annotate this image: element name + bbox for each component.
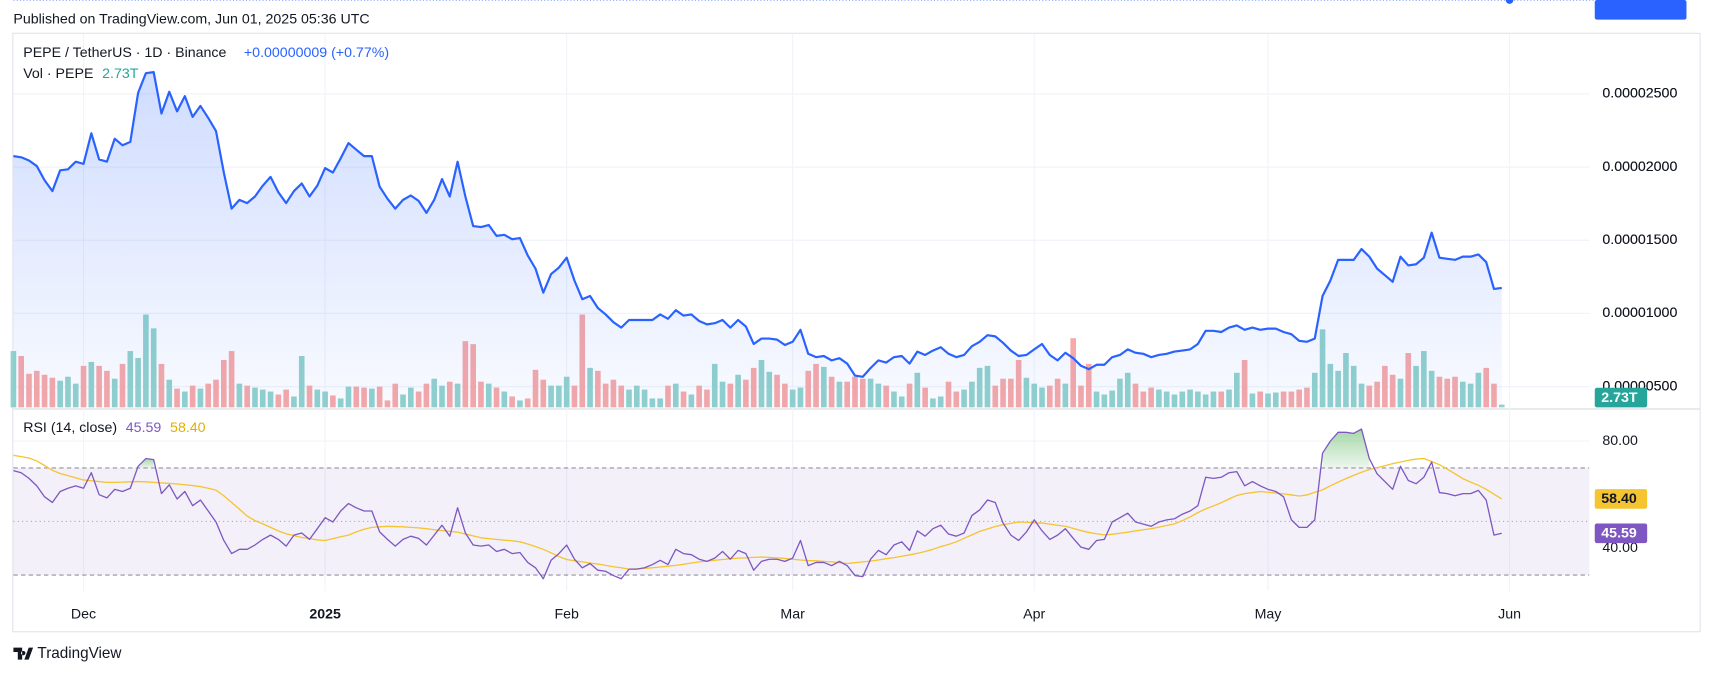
x-tick-label: Apr bbox=[1023, 607, 1045, 623]
brand-name: TradingView bbox=[37, 645, 122, 662]
indicator-line bbox=[13, 428, 1502, 580]
x-tick-label: Mar bbox=[780, 607, 805, 623]
rsi-value: 45.59 bbox=[126, 420, 162, 436]
chart-frame bbox=[12, 32, 1701, 633]
y-tick-label: 0.00002500 bbox=[1602, 86, 1677, 102]
rsi-ma-value: 58.40 bbox=[170, 420, 206, 436]
y-tick-label: 0.00002000 bbox=[1602, 159, 1677, 175]
price-tag-bg bbox=[1594, 0, 1687, 20]
y-tick-label: 0.00001500 bbox=[1602, 232, 1677, 248]
x-tick-label: Jun bbox=[1498, 607, 1521, 623]
volume-tag: 2.73T bbox=[1601, 390, 1638, 406]
y-tick-label: 0.00001000 bbox=[1602, 305, 1677, 321]
rsi-tag-bg bbox=[1594, 523, 1648, 544]
indicator-line bbox=[13, 454, 1503, 570]
x-tick-label: Feb bbox=[554, 607, 579, 623]
y-tick-label: 0.00002000 bbox=[1602, 159, 1677, 175]
ma-tag: 58.40 bbox=[1601, 491, 1637, 507]
rsi-tag: 45.59 bbox=[1601, 526, 1637, 542]
price-area bbox=[13, 72, 1502, 408]
y-tick-label: 0.00001000 bbox=[1602, 305, 1677, 321]
volume-bar bbox=[10, 351, 17, 408]
x-tick-label: 2025 bbox=[309, 607, 341, 623]
y-tick-label: 0.00002500 bbox=[1602, 86, 1677, 102]
x-tick-label: May bbox=[1255, 607, 1283, 623]
price-change: +0.00000009 (+0.77%) bbox=[244, 45, 389, 61]
y-tick-label: 80.00 bbox=[1602, 433, 1638, 449]
volume-tag-bg bbox=[1594, 387, 1648, 408]
volume-value: 2.73T bbox=[102, 66, 139, 82]
x-tick-label: Dec bbox=[71, 607, 96, 623]
y-tick-label: 40.00 bbox=[1602, 540, 1638, 556]
volume-title: Vol · PEPE bbox=[23, 66, 93, 82]
overbought-fill bbox=[138, 458, 154, 468]
labels: Dec 2025 Feb Mar Apr May Jun 0.00002500 0.000020… bbox=[23, 0, 1687, 623]
last-price-dot bbox=[1505, 0, 1514, 4]
marks bbox=[10, 0, 1595, 580]
published-note: Published on TradingView.com, Jun 01, 20… bbox=[13, 11, 369, 27]
ma-tag-bg bbox=[1594, 489, 1648, 509]
symbol-title: PEPE / TetherUS · 1D · Binance bbox=[23, 45, 226, 61]
grid bbox=[13, 33, 1590, 591]
y-tick-label: 0.00001500 bbox=[1602, 232, 1677, 248]
overbought-fill bbox=[1322, 429, 1370, 468]
brand-logo bbox=[13, 647, 34, 660]
rsi-title: RSI (14, close) bbox=[23, 420, 117, 436]
price-line bbox=[13, 71, 1502, 378]
